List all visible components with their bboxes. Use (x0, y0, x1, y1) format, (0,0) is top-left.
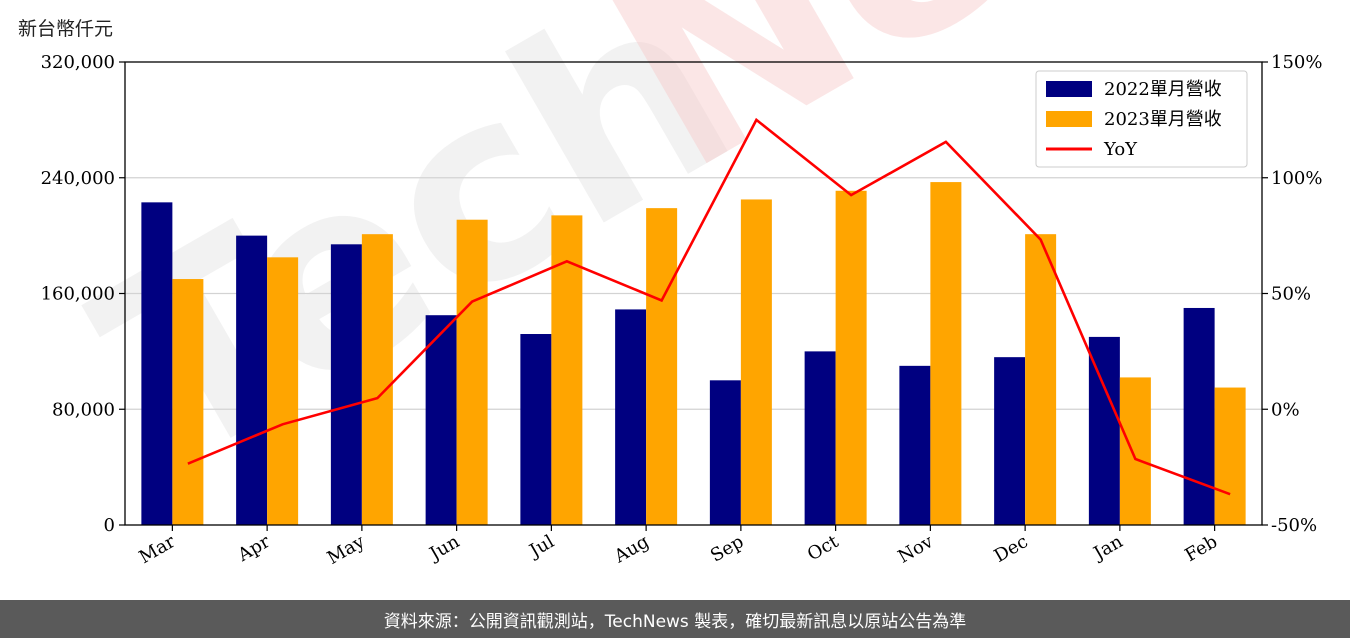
bar-2023-may (361, 234, 393, 525)
revenue-chart: TechNews 080,000160,000240,000320,000-50… (41, 0, 1350, 569)
bar-2022-mar (141, 202, 173, 526)
bar-2022-jan (1088, 336, 1120, 525)
y-left-tick-label: 240,000 (41, 168, 115, 189)
bar-2023-aug (646, 208, 678, 525)
y-left-tick-label: 0 (104, 515, 115, 536)
x-tick-label-apr: Apr (234, 531, 274, 566)
bar-2023-mar (172, 279, 204, 525)
yoy-line (187, 117, 1231, 496)
bar-2023-nov (930, 182, 962, 525)
y-right-tick-label: 100% (1271, 168, 1322, 189)
x-tick-label-feb: Feb (1181, 531, 1221, 566)
legend-label: 2023單月營收 (1104, 109, 1222, 130)
bar-2023-sep (740, 199, 772, 525)
bar-2022-nov (899, 365, 931, 525)
x-tick-label-oct: Oct (804, 531, 843, 566)
bar-2022-sep (709, 380, 741, 525)
x-tick-label-jul: Jul (524, 531, 558, 563)
x-tick-label-dec: Dec (991, 531, 1032, 567)
y-right-tick-label: 0% (1271, 399, 1300, 420)
y-left-tick-label: 160,000 (41, 284, 115, 305)
y-left-tick-label: 320,000 (41, 52, 115, 73)
x-tick-label-may: May (324, 531, 369, 569)
legend-swatch (1046, 111, 1092, 127)
bar-2022-aug (615, 309, 647, 525)
bar-2022-feb (1183, 307, 1215, 525)
x-tick-label-nov: Nov (895, 531, 938, 568)
bar-2023-dec (1025, 234, 1057, 525)
y-left-tick-label: 80,000 (52, 399, 115, 420)
y-axis-unit-label: 新台幣仟元 (18, 18, 114, 40)
legend-swatch (1046, 81, 1092, 97)
bar-2022-jun (425, 315, 457, 525)
bar-2022-jul (520, 334, 552, 525)
x-tick-label-aug: Aug (610, 531, 653, 568)
legend-label: 2022單月營收 (1104, 79, 1222, 100)
bar-2023-jun (456, 219, 488, 525)
x-tick-label-mar: Mar (136, 531, 180, 568)
gridlines (125, 177, 1262, 410)
x-tick-label-jun: Jun (425, 531, 464, 566)
y-right-tick-label: 150% (1271, 52, 1322, 73)
bar-2022-may (330, 244, 362, 525)
y-right-tick-label: -50% (1271, 515, 1317, 536)
bar-2022-dec (994, 357, 1026, 525)
x-tick-label-jan: Jan (1089, 531, 1127, 565)
yoy-line-series (187, 117, 1231, 496)
y-right-tick-label: 50% (1271, 284, 1311, 305)
legend-label: YoY (1103, 139, 1138, 160)
bar-2022-oct (804, 351, 836, 525)
legend: 2022單月營收 2023單月營收 YoY (1035, 70, 1248, 168)
bar-2023-apr (267, 257, 299, 525)
bar-2023-oct (835, 190, 867, 525)
bar-2023-jan (1119, 377, 1151, 525)
bar-2022-apr (236, 235, 268, 525)
bar-2023-feb (1214, 387, 1246, 525)
source-footer: 資料來源：公開資訊觀測站，TechNews 製表，確切最新訊息以原站公告為準 (0, 600, 1350, 638)
x-tick-label-sep: Sep (707, 531, 747, 566)
